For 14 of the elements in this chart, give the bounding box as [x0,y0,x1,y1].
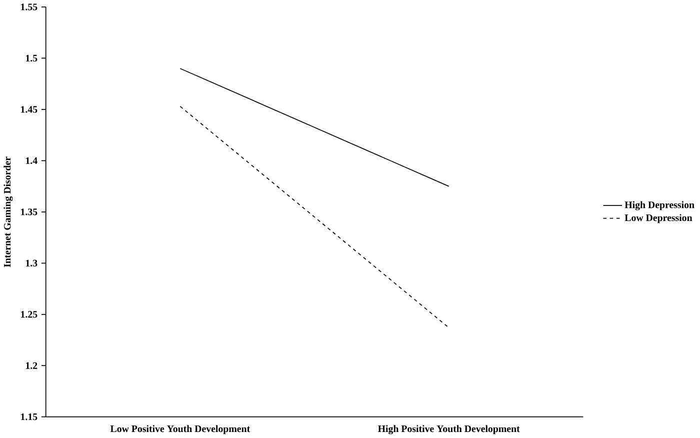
y-tick-label: 1.45 [21,106,38,113]
x-tick-label: High Positive Youth Development [378,425,520,434]
y-tick-label: 1.2 [26,362,38,370]
y-axis-title: Internet Gaming Disorder [4,156,13,268]
y-tick-label: 1.55 [21,4,38,10]
legend-label: Low Depression [624,214,692,224]
y-tick-label: 1.25 [21,311,38,318]
y-tick-label: 1.5 [26,54,38,62]
legend-label: High Depression [624,201,694,210]
x-tick-label: Low Positive Youth Development [110,425,250,434]
y-tick-label: 1.35 [21,208,38,216]
y-tick-label: 1.3 [26,260,38,267]
y-tick-label: 1.4 [26,157,38,164]
y-tick-label: 1.15 [21,414,38,420]
